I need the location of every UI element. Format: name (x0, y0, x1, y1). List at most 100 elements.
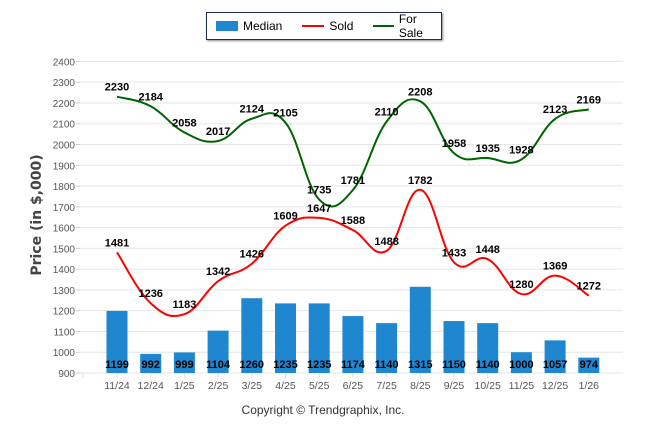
data-label-for-sale: 2017 (206, 126, 230, 138)
data-label-for-sale: 1735 (307, 185, 331, 197)
bar-median (275, 303, 296, 373)
y-tick-label: 1700 (53, 203, 76, 214)
data-label-sold: 1280 (509, 279, 533, 291)
bar-median (241, 298, 263, 373)
x-tick-label: 11/25 (509, 380, 535, 392)
data-label-sold: 1369 (543, 261, 567, 273)
legend-item-sold: Sold (302, 19, 353, 33)
y-tick-label: 2200 (53, 99, 76, 110)
legend-swatch-sold (302, 25, 325, 27)
x-tick-label: 6/25 (343, 380, 364, 392)
data-label-for-sale: 1958 (442, 138, 466, 150)
bar-data-label: 1235 (273, 359, 297, 371)
data-label-for-sale: 2123 (543, 104, 567, 116)
data-label-sold: 1448 (475, 244, 499, 256)
y-tick-label: 1300 (53, 286, 76, 297)
bar-data-label: 1174 (341, 359, 366, 371)
y-tick-label: 1900 (53, 161, 76, 172)
data-label-for-sale: 2058 (172, 117, 196, 129)
y-tick-label: 1000 (53, 348, 76, 359)
x-tick-label: 12/24 (138, 380, 164, 392)
bar-data-label: 1140 (375, 359, 399, 371)
legend-label-sold: Sold (329, 19, 354, 33)
legend-swatch-for-sale (373, 25, 394, 27)
data-label-sold: 1609 (273, 211, 297, 223)
data-label-sold: 1272 (577, 281, 601, 293)
y-tick-label: 1800 (53, 182, 76, 193)
chart-legend: Median Sold For Sale (206, 12, 442, 40)
bar-data-label: 1260 (240, 359, 264, 371)
y-tick-label: 2100 (53, 120, 76, 131)
bar-median (207, 330, 229, 373)
x-tick-label: 12/25 (542, 380, 568, 392)
y-tick-label: 2000 (53, 140, 76, 151)
bar-median (544, 340, 566, 373)
legend-label-median: Median (243, 19, 283, 33)
bar-data-label: 1000 (509, 359, 533, 371)
y-tick-label: 2300 (53, 78, 76, 89)
bar-median (376, 323, 398, 373)
data-label-for-sale: 2184 (138, 91, 163, 103)
x-tick-label: 7/25 (376, 380, 397, 392)
legend-label-for-sale: For Sale (398, 12, 423, 40)
data-label-sold: 1488 (374, 236, 398, 248)
bar-median (140, 353, 162, 373)
x-tick-label: 2/25 (208, 380, 229, 392)
data-label-sold: 1426 (240, 249, 264, 261)
y-tick-label: 1100 (53, 327, 75, 338)
data-label-sold: 1481 (105, 237, 129, 249)
data-label-sold: 1183 (172, 299, 196, 311)
bar-data-label: 999 (175, 359, 193, 371)
x-tick-label: 8/25 (410, 380, 431, 392)
bar-data-label: 992 (142, 359, 160, 371)
x-tick-label: 1/26 (579, 380, 600, 392)
y-tick-label: 2400 (53, 57, 76, 68)
bar-data-label: 1104 (206, 359, 231, 371)
line-for-sale (116, 95, 590, 208)
bar-median (578, 357, 600, 373)
data-label-for-sale: 2105 (273, 108, 297, 120)
bar-data-label: 1150 (442, 359, 466, 371)
data-label-for-sale: 2208 (408, 86, 432, 98)
y-tick-label: 1600 (53, 224, 76, 235)
x-tick-label: 10/25 (475, 380, 501, 392)
data-label-sold: 1782 (408, 175, 432, 187)
bar-median (342, 316, 364, 373)
data-label-for-sale: 2230 (105, 82, 129, 94)
x-tick-label: 1/25 (174, 380, 195, 392)
bar-median (477, 323, 499, 373)
data-label-sold: 1433 (442, 247, 466, 259)
y-tick-label: 1500 (53, 244, 76, 255)
data-label-sold: 1342 (206, 266, 230, 278)
data-label-for-sale: 1781 (341, 175, 365, 187)
legend-item-median: Median (216, 19, 282, 33)
x-tick-label: 4/25 (275, 380, 296, 392)
x-tick-label: 3/25 (242, 380, 263, 392)
data-label-sold: 1588 (341, 215, 365, 227)
y-tick-label: 1200 (53, 307, 76, 318)
y-tick-label: 1400 (53, 265, 76, 276)
data-label-for-sale: 2110 (375, 107, 399, 119)
bar-median (173, 352, 195, 373)
bar-data-label: 1235 (307, 359, 331, 371)
bar-median (308, 303, 330, 373)
copyright-text: Copyright © Trendgraphix, Inc. (241, 403, 405, 417)
bar-data-label: 1140 (476, 359, 500, 371)
x-tick-label: 5/25 (309, 380, 330, 392)
bar-data-label: 1057 (543, 359, 567, 371)
data-label-sold: 1236 (138, 288, 162, 300)
legend-item-for-sale: For Sale (373, 12, 441, 40)
bar-data-label: 974 (580, 359, 599, 371)
data-label-for-sale: 2169 (577, 94, 601, 106)
data-label-for-sale: 1935 (475, 143, 499, 155)
bar-data-label: 1315 (408, 359, 432, 371)
bar-median (510, 352, 532, 373)
x-tick-label: 11/24 (104, 380, 130, 392)
bar-median (106, 310, 128, 373)
x-tick-label: 9/25 (444, 380, 465, 392)
bar-data-label: 1199 (105, 359, 129, 371)
data-label-for-sale: 1928 (509, 144, 533, 156)
data-label-for-sale: 2124 (240, 104, 265, 116)
bar-median (443, 321, 465, 373)
